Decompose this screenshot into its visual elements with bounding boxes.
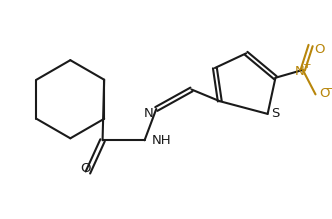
Text: NH: NH: [151, 134, 171, 147]
Text: +: +: [303, 60, 312, 70]
Text: −: −: [324, 83, 332, 94]
Text: O: O: [314, 43, 325, 57]
Text: S: S: [271, 107, 280, 120]
Text: N: N: [295, 65, 305, 78]
Text: O: O: [81, 162, 91, 175]
Text: O: O: [319, 87, 330, 100]
Text: N: N: [144, 107, 153, 120]
